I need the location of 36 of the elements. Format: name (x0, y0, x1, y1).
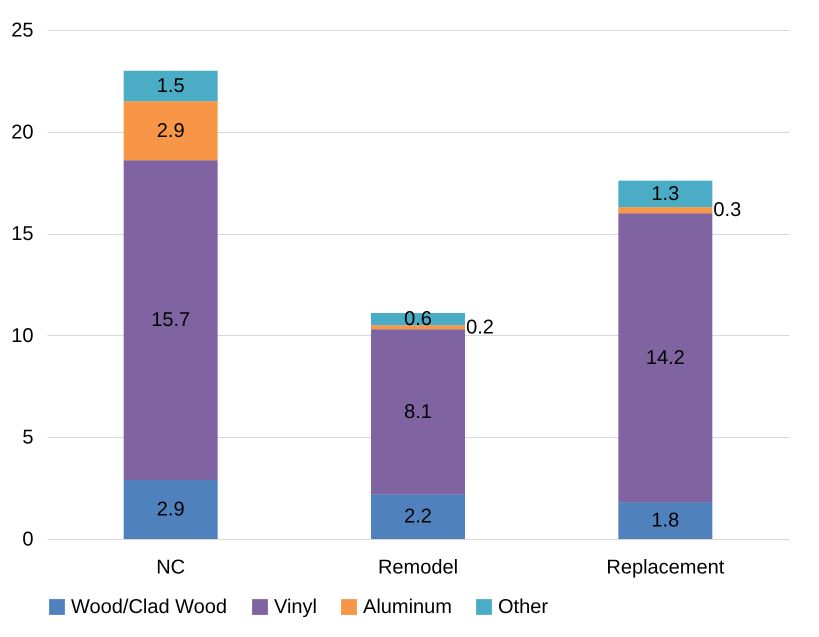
data-label: 2.9 (156, 120, 185, 142)
bar (124, 480, 218, 539)
data-label: 8.1 (404, 400, 432, 423)
y-tick-label: 20 (11, 121, 34, 144)
data-label: 0.3 (713, 199, 742, 222)
x-tick-label: Replacement (606, 556, 725, 578)
bar (124, 101, 218, 160)
data-label: 2.2 (404, 506, 432, 528)
bar (618, 213, 712, 502)
y-tick-label: 15 (11, 223, 34, 246)
bar (371, 329, 465, 494)
bar (618, 502, 712, 539)
data-label: 1.8 (651, 510, 680, 532)
legend-label: Aluminum (363, 596, 452, 618)
data-label: 15.7 (151, 309, 190, 332)
data-label: 1.3 (651, 182, 680, 205)
bar (124, 160, 218, 480)
y-tick-label: 10 (11, 324, 34, 347)
y-tick-label: 25 (11, 20, 34, 42)
x-tick-label: NC (156, 556, 186, 578)
data-label: 1.5 (156, 74, 185, 97)
bar (618, 207, 712, 214)
legend-label: Wood/Clad Wood (71, 596, 228, 618)
y-tick-label: 5 (22, 426, 34, 449)
data-label: 14.2 (646, 346, 685, 369)
bar (124, 70, 218, 102)
bar (618, 180, 712, 208)
data-label: 0.2 (466, 316, 494, 338)
data-label: 2.9 (156, 498, 185, 520)
y-tick-label: 0 (22, 528, 34, 550)
data-label: 0.6 (404, 308, 432, 330)
legend-label: Vinyl (274, 596, 317, 618)
legend-label: Other (498, 596, 548, 618)
x-tick-label: Remodel (378, 556, 458, 578)
bar (371, 325, 465, 330)
bar (371, 494, 465, 539)
